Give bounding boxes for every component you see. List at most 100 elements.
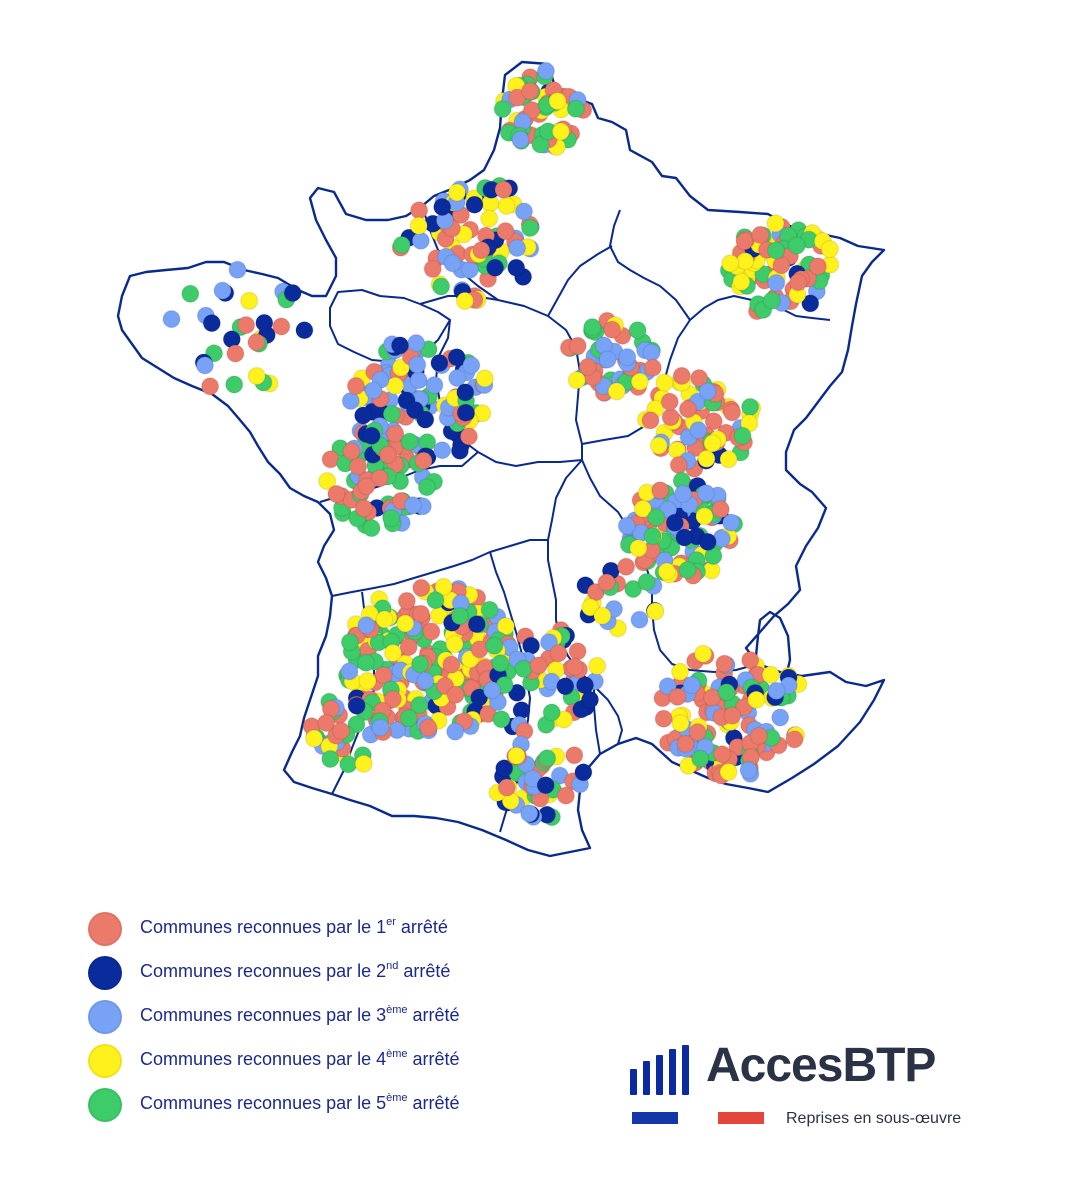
commune-dot-arrete-3	[673, 484, 693, 504]
commune-dot-arrete-2	[456, 403, 475, 422]
region-border	[331, 539, 548, 597]
commune-dot-arrete-3	[213, 281, 232, 300]
commune-dot-arrete-1	[676, 734, 695, 754]
commune-dots	[162, 61, 840, 827]
commune-dot-arrete-5	[410, 695, 429, 715]
commune-dot-arrete-1	[409, 201, 429, 220]
commune-dot-arrete-5	[417, 477, 437, 497]
commune-dot-arrete-4	[587, 656, 607, 676]
legend-dot-arrete-4	[88, 1044, 122, 1078]
commune-dot-arrete-1	[383, 689, 403, 709]
commune-dot-arrete-4	[695, 507, 714, 526]
commune-dot-arrete-4	[354, 754, 373, 774]
commune-dot-arrete-1	[442, 655, 461, 674]
commune-dot-arrete-5	[520, 218, 540, 238]
commune-dot-arrete-1	[472, 240, 491, 260]
commune-dot-arrete-1	[354, 499, 374, 518]
commune-dot-arrete-1	[386, 424, 405, 444]
commune-dot-arrete-5	[339, 755, 358, 774]
commune-dot-arrete-4	[581, 598, 600, 617]
commune-dot-arrete-5	[392, 235, 411, 255]
commune-dot-arrete-2	[202, 313, 222, 333]
commune-dot-arrete-2	[801, 294, 820, 313]
commune-dot-arrete-5	[646, 508, 666, 527]
commune-dot-arrete-3	[445, 722, 465, 741]
commune-dot-arrete-1	[496, 221, 515, 241]
commune-dot-arrete-3	[721, 513, 741, 532]
commune-dot-arrete-1	[578, 357, 597, 377]
commune-dot-arrete-1	[520, 81, 540, 101]
commune-dot-arrete-2	[456, 383, 475, 402]
commune-dot-arrete-5	[426, 590, 445, 610]
commune-dot-arrete-1	[678, 399, 698, 419]
commune-dot-arrete-3	[511, 130, 530, 149]
commune-dot-arrete-1	[357, 476, 376, 496]
commune-dot-arrete-4	[497, 196, 516, 216]
commune-dot-arrete-4	[455, 291, 475, 311]
commune-dot-arrete-2	[430, 353, 449, 373]
commune-dot-arrete-4	[732, 272, 751, 292]
commune-dot-arrete-1	[497, 778, 517, 797]
commune-dot-arrete-2	[353, 406, 373, 425]
commune-dot-arrete-2	[675, 528, 694, 547]
commune-dot-arrete-3	[519, 804, 539, 823]
commune-dot-arrete-1	[397, 591, 417, 611]
commune-dot-arrete-3	[617, 516, 637, 536]
commune-dot-arrete-1	[374, 666, 393, 685]
logo-tagline: Reprises en sous-œuvre	[786, 1110, 962, 1127]
commune-dot-arrete-2	[416, 410, 435, 429]
commune-dot-arrete-5	[491, 653, 510, 673]
legend-dot-arrete-1	[88, 912, 122, 946]
commune-dot-arrete-4	[766, 214, 785, 233]
commune-dot-arrete-4	[317, 471, 337, 491]
commune-dot-arrete-1	[565, 657, 584, 677]
commune-dot-arrete-4	[507, 746, 526, 766]
commune-dot-arrete-1	[669, 455, 689, 475]
commune-dot-arrete-2	[485, 258, 505, 278]
commune-dot-arrete-3	[195, 356, 215, 375]
commune-dot-arrete-2	[467, 614, 487, 634]
legend-dot-arrete-2	[88, 956, 122, 990]
commune-dot-arrete-1	[200, 377, 220, 396]
commune-dot-arrete-4	[551, 122, 571, 141]
commune-dot-arrete-4	[607, 382, 626, 401]
commune-dot-arrete-2	[465, 195, 484, 214]
commune-dot-arrete-4	[761, 665, 781, 684]
commune-dot-arrete-1	[247, 332, 266, 352]
commune-dot-arrete-3	[371, 718, 390, 737]
commune-dot-arrete-4	[671, 714, 690, 733]
commune-dot-arrete-3	[536, 61, 556, 81]
commune-dot-arrete-4	[703, 434, 722, 453]
commune-dot-arrete-1	[556, 786, 576, 805]
commune-dot-arrete-5	[537, 749, 557, 768]
accesbtp-logo: AccesBTP Reprises en sous-œuvre	[630, 1039, 990, 1140]
commune-dot-arrete-1	[411, 604, 431, 624]
commune-dot-arrete-4	[548, 91, 567, 111]
commune-dot-arrete-3	[228, 260, 247, 280]
commune-dot-arrete-4	[655, 373, 674, 392]
commune-dot-arrete-4	[479, 209, 499, 228]
commune-dot-arrete-5	[410, 654, 430, 674]
commune-dot-arrete-5	[787, 236, 806, 255]
commune-dot-arrete-3	[539, 633, 559, 652]
logo-name: AccesBTP	[706, 1039, 936, 1092]
commune-dot-arrete-1	[740, 650, 760, 670]
commune-dot-arrete-1	[399, 637, 418, 657]
commune-dot-arrete-5	[566, 99, 586, 119]
commune-dot-arrete-4	[747, 690, 766, 710]
commune-dot-arrete-2	[432, 197, 452, 217]
region-border	[419, 295, 583, 467]
commune-dot-arrete-3	[411, 231, 431, 251]
commune-dot-arrete-1	[236, 315, 256, 335]
commune-dot-arrete-2	[665, 513, 685, 533]
commune-dot-arrete-4	[670, 662, 690, 682]
commune-dot-arrete-4	[719, 450, 738, 469]
commune-dot-arrete-3	[767, 273, 786, 293]
commune-dot-arrete-5	[400, 432, 419, 451]
commune-dot-arrete-4	[434, 577, 453, 597]
commune-dot-arrete-5	[224, 375, 244, 394]
commune-dot-arrete-4	[633, 499, 653, 519]
logo-flag-red	[718, 1112, 764, 1124]
commune-dot-arrete-3	[447, 368, 467, 388]
commune-dot-arrete-3	[689, 420, 708, 440]
